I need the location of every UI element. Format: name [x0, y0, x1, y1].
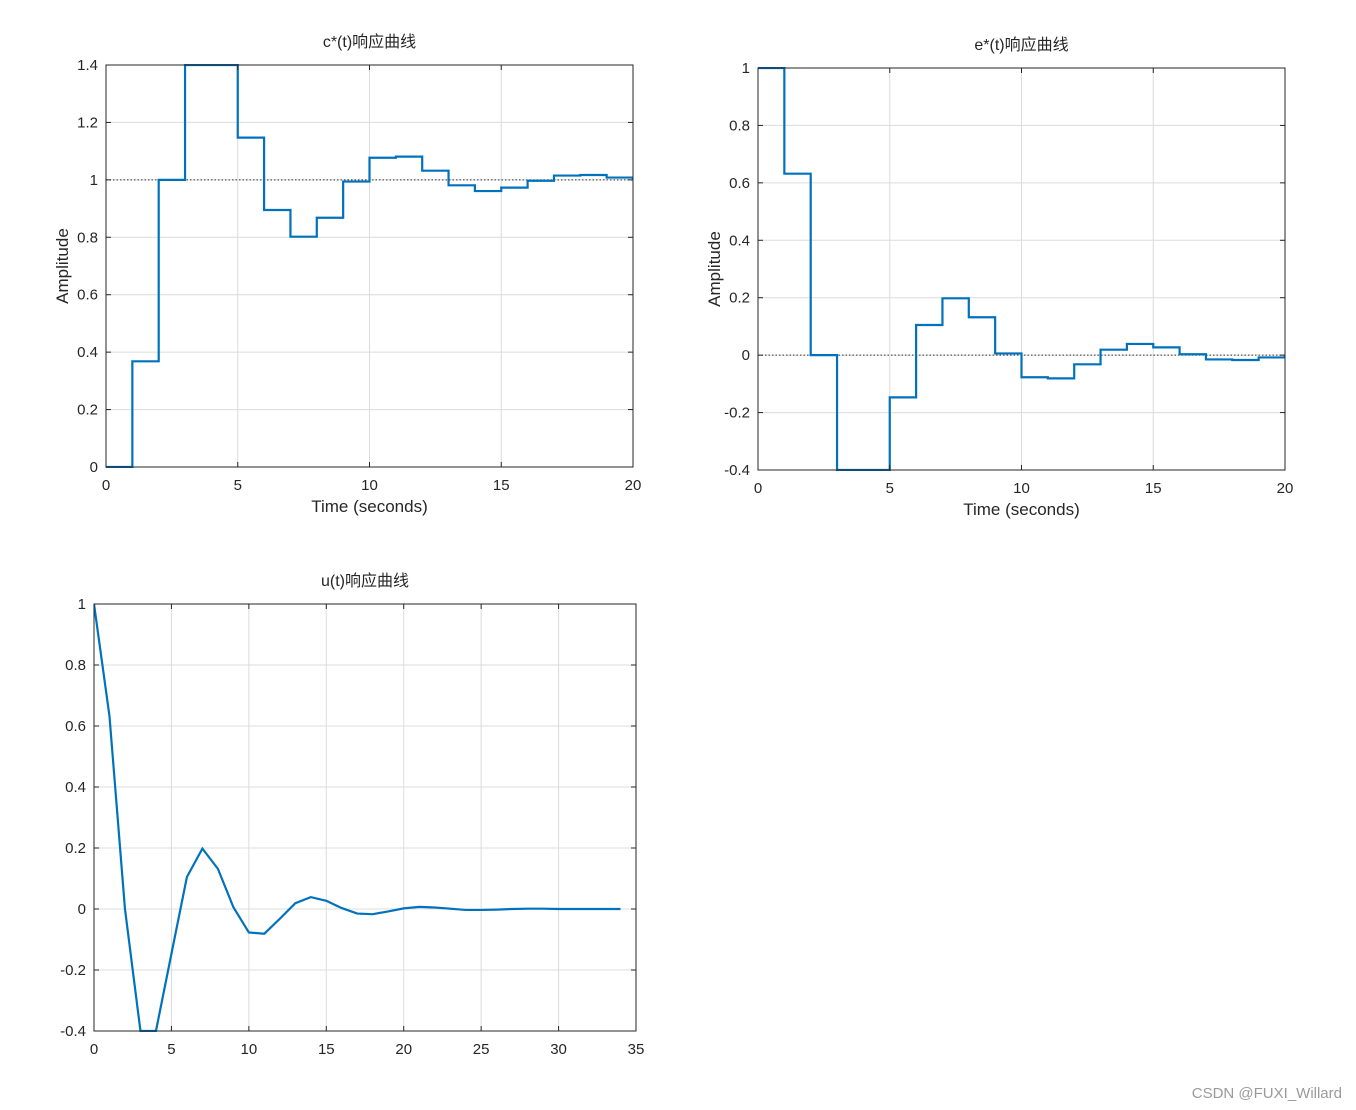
x-tick-label: 15	[1145, 480, 1162, 497]
y-tick-label: 0.8	[77, 229, 98, 246]
y-tick-label: 1	[90, 172, 98, 189]
x-tick-label: 0	[90, 1041, 98, 1058]
x-tick-label: 15	[493, 477, 510, 494]
x-tick-label: 10	[1013, 480, 1030, 497]
y-tick-label: -0.2	[724, 405, 750, 422]
x-tick-label: 30	[550, 1041, 567, 1058]
chart-title: e*(t)响应曲线	[974, 35, 1068, 54]
x-tick-label: 20	[1277, 480, 1294, 497]
chart-2: 0 5 10 15 20 -0.4 -0.2 0 0.2 0.4 0.6 0.8 1 e*(t)响应曲线 T…	[705, 35, 1293, 519]
y-tick-label: 0	[90, 459, 98, 476]
y-tick-label: 0	[742, 347, 750, 364]
y-tick-label: 1	[742, 60, 750, 77]
y-tick-label: 0.6	[77, 287, 98, 304]
x-tick-label: 0	[102, 477, 110, 494]
x-tick-label: 20	[625, 477, 642, 494]
x-axis-label: Time (seconds)	[311, 497, 428, 516]
axes-box	[93, 603, 637, 1032]
y-tick-label: -0.4	[724, 462, 750, 479]
chart-title: c*(t)响应曲线	[323, 32, 416, 51]
x-tick-label: 5	[886, 480, 894, 497]
plot-area	[94, 604, 636, 1031]
x-tick-label: 10	[241, 1041, 258, 1058]
series-line	[94, 603, 621, 1032]
y-tick-label: 0.6	[729, 175, 750, 192]
watermark: CSDN @FUXI_Willard	[1191, 1085, 1342, 1102]
y-tick-label: 0.2	[65, 840, 86, 857]
x-tick-label: 25	[473, 1041, 490, 1058]
y-tick-label: 0.4	[65, 779, 86, 796]
chart-3: 0 5 10 15 20 25 30 35 -0.4 -0.2 0 0.2 0.4 0.6 0.8 1 u(t)…	[60, 571, 644, 1058]
chart-1: 0 5 10 15 20 0 0.2 0.4 0.6 0.8 1 1.2 1.4 c*(t)响应曲线 Tim…	[53, 32, 641, 516]
y-axis-label: Amplitude	[705, 231, 724, 307]
y-tick-label: 0.8	[65, 657, 86, 674]
y-tick-label: 0.6	[65, 718, 86, 735]
y-tick-label: -0.4	[60, 1023, 86, 1040]
x-tick-label: 15	[318, 1041, 335, 1058]
y-tick-label: 0.2	[77, 402, 98, 419]
x-tick-label: 35	[628, 1041, 645, 1058]
y-tick-label: 0	[78, 901, 86, 918]
y-tick-label: 1	[78, 596, 86, 613]
x-tick-label: 0	[754, 480, 762, 497]
x-tick-label: 10	[361, 477, 378, 494]
y-tick-label: 0.8	[729, 117, 750, 134]
y-tick-label: 1.2	[77, 114, 98, 131]
x-axis-label: Time (seconds)	[963, 500, 1080, 519]
x-tick-label: 20	[395, 1041, 412, 1058]
y-tick-label: 0.2	[729, 290, 750, 307]
y-tick-label: 0.4	[729, 232, 750, 249]
x-tick-label: 5	[234, 477, 242, 494]
y-tick-label: -0.2	[60, 962, 86, 979]
y-tick-label: 1.4	[77, 57, 98, 74]
y-axis-label: Amplitude	[53, 228, 72, 304]
chart-title: u(t)响应曲线	[321, 571, 409, 590]
x-tick-label: 5	[167, 1041, 175, 1058]
y-tick-label: 0.4	[77, 344, 98, 361]
